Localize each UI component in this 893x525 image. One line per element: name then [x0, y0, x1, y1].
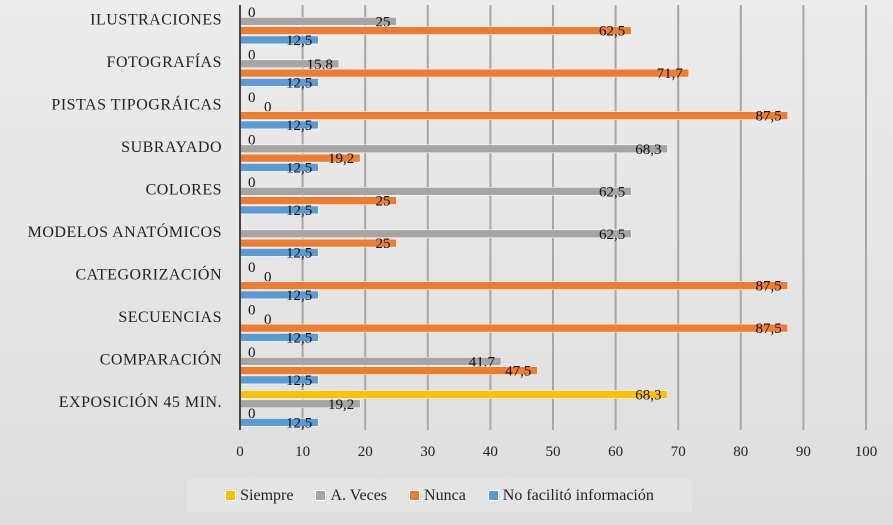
category-label: EXPOSICIÓN 45 MIN.: [59, 392, 222, 411]
data-label: 0: [264, 269, 272, 285]
data-label: 12,5: [286, 373, 312, 389]
bar-a-veces: [239, 187, 632, 196]
data-label: 25: [376, 14, 391, 30]
data-label: 12,5: [286, 288, 312, 304]
data-label: 12,5: [286, 118, 312, 134]
category-label: SECUENCIAS: [118, 309, 222, 326]
x-tick-label: 100: [855, 444, 878, 460]
category-label: CATEGORIZACIÓN: [75, 264, 222, 283]
data-label: 12,5: [286, 75, 312, 91]
bar-nunca: [239, 366, 538, 375]
legend-label: No facilitó información: [502, 486, 654, 504]
legend-label: Siempre: [240, 486, 294, 504]
category-label: COLORES: [146, 181, 222, 198]
data-label: 19,2: [328, 151, 354, 167]
x-tick-label: 0: [236, 444, 244, 460]
category-label: ILUSTRACIONES: [90, 11, 222, 28]
x-tick-label: 60: [608, 444, 623, 460]
category-label: COMPARACIÓN: [100, 349, 222, 368]
data-label: 25: [376, 194, 391, 210]
legend-item: No facilitó información: [487, 486, 654, 505]
category-label: PISTAS TIPOGRÁICAS: [51, 94, 222, 113]
legend-label: Nunca: [424, 486, 466, 504]
legend-item: A. Veces: [315, 487, 387, 505]
data-label: 0: [248, 303, 256, 319]
data-label: 71,7: [657, 66, 684, 82]
data-label: 0: [248, 133, 256, 149]
data-label: 62,5: [599, 227, 625, 243]
legend: Siempre A. Veces Nunca No facilitó informac…: [187, 479, 692, 512]
bar-a-veces: [239, 144, 668, 154]
data-label: 12,5: [286, 160, 312, 176]
data-label: 0: [248, 175, 256, 191]
x-tick-label: 50: [546, 444, 561, 460]
data-label: 12,5: [286, 245, 312, 261]
data-label: 0: [248, 48, 256, 64]
legend-swatch: [409, 490, 421, 501]
data-label: 0: [248, 345, 256, 361]
category-label: MODELOS ANATÓMICOS: [28, 222, 222, 241]
bar-a-veces: [239, 229, 632, 239]
data-label: 25: [376, 236, 391, 252]
bar-nunca: [239, 111, 789, 120]
legend-item: Siempre: [225, 487, 293, 505]
category-label: SUBRAYADO: [121, 139, 222, 156]
legend-item: Nunca: [409, 487, 466, 505]
data-label: 12,5: [286, 33, 312, 49]
bar-a-veces: [239, 356, 502, 366]
bar-nunca: [239, 323, 789, 333]
bar-nunca: [239, 196, 397, 205]
data-label: 19,2: [328, 397, 354, 413]
data-label: 12,5: [286, 330, 312, 346]
data-label: 0: [248, 90, 256, 106]
legend-swatch: [315, 490, 327, 501]
legend-swatch: [487, 490, 499, 501]
data-label: 12,5: [286, 415, 312, 431]
legend-label: A. Veces: [330, 486, 388, 504]
x-tick-label: 80: [733, 444, 748, 460]
data-label: 87,5: [756, 321, 782, 337]
x-tick-label: 90: [796, 444, 811, 460]
x-tick-label: 70: [671, 444, 686, 460]
data-label: 47,5: [505, 364, 531, 380]
bar-nunca: [239, 281, 789, 290]
data-label: 41,7: [469, 354, 496, 370]
category-label: FOTOGRAFÍAS: [107, 52, 222, 71]
data-label: 0: [264, 99, 272, 115]
x-tick-label: 20: [358, 444, 373, 460]
x-tick-label: 40: [483, 444, 498, 460]
data-label: 0: [248, 5, 256, 21]
data-label: 68,3: [635, 388, 661, 404]
data-label: 0: [264, 312, 272, 328]
data-label: 0: [248, 406, 256, 422]
bar-siempre: [239, 390, 668, 399]
bar-a-veces: [239, 16, 397, 26]
data-label: 12,5: [286, 203, 312, 219]
bar-nunca: [239, 238, 397, 248]
data-label: 87,5: [756, 279, 782, 295]
data-label: 62,5: [599, 24, 625, 40]
data-label: 87,5: [756, 109, 782, 125]
legend-swatch: [225, 490, 237, 501]
x-tick-label: 10: [295, 444, 310, 460]
data-label: 68,3: [635, 142, 661, 158]
data-label: 0: [248, 260, 256, 276]
data-label: 62,5: [599, 184, 625, 200]
x-tick-label: 30: [420, 444, 435, 460]
